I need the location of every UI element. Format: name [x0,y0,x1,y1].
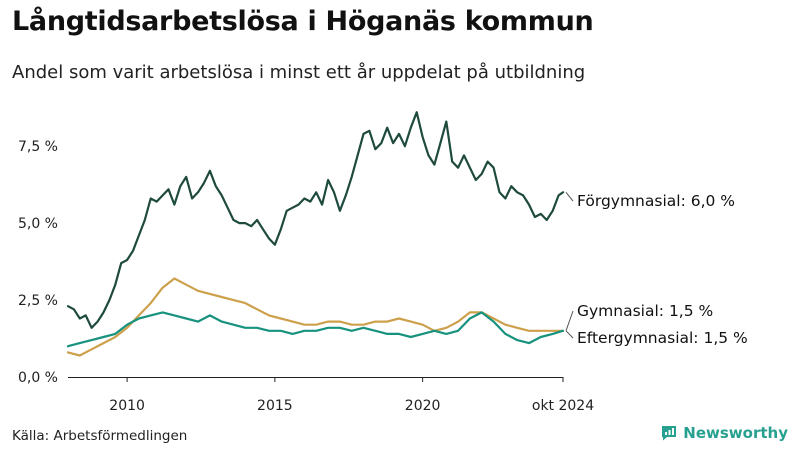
leader-line-eftergymnasial [565,330,574,339]
series-labels: Förgymnasial: 6,0 % Gymnasial: 1,5 % Efter… [565,192,748,347]
newsworthy-logo: Newsworthy [660,424,788,442]
leader-line-gymnasial [565,310,574,331]
x-tick-label: 2020 [405,398,441,414]
y-tick-label: 0,0 % [18,370,58,386]
y-tick-label: 7,5 % [18,139,58,155]
source-note: Källa: Arbetsförmedlingen [12,428,188,444]
y-tick-label: 2,5 % [18,293,58,309]
x-tick-label: okt 2024 [532,398,594,414]
brand-name: Newsworthy [683,424,788,442]
x-tick-label: 2010 [109,398,145,414]
chart-subtitle: Andel som varit arbetslösa i minst ett å… [12,62,586,83]
chart-title: Långtidsarbetslösa i Höganäs kommun [12,6,594,37]
x-tick-label: 2015 [257,398,293,414]
series-line-eftergymnasial [66,311,565,348]
series-line-forgymnasial [66,111,565,329]
series-label-forgymnasial: Förgymnasial: 6,0 % [577,192,735,210]
leader-line-forgymnasial [565,192,574,202]
chart-axes: 0,0 % 2,5 % 5,0 % 7,5 % 2010 2015 2020 okt 2024 [18,139,594,414]
newsworthy-logo-icon [662,426,677,441]
series-label-eftergymnasial: Eftergymnasial: 1,5 % [577,329,748,347]
y-tick-label: 5,0 % [18,216,58,232]
chart-lines [66,111,565,357]
series-label-gymnasial: Gymnasial: 1,5 % [577,302,713,320]
